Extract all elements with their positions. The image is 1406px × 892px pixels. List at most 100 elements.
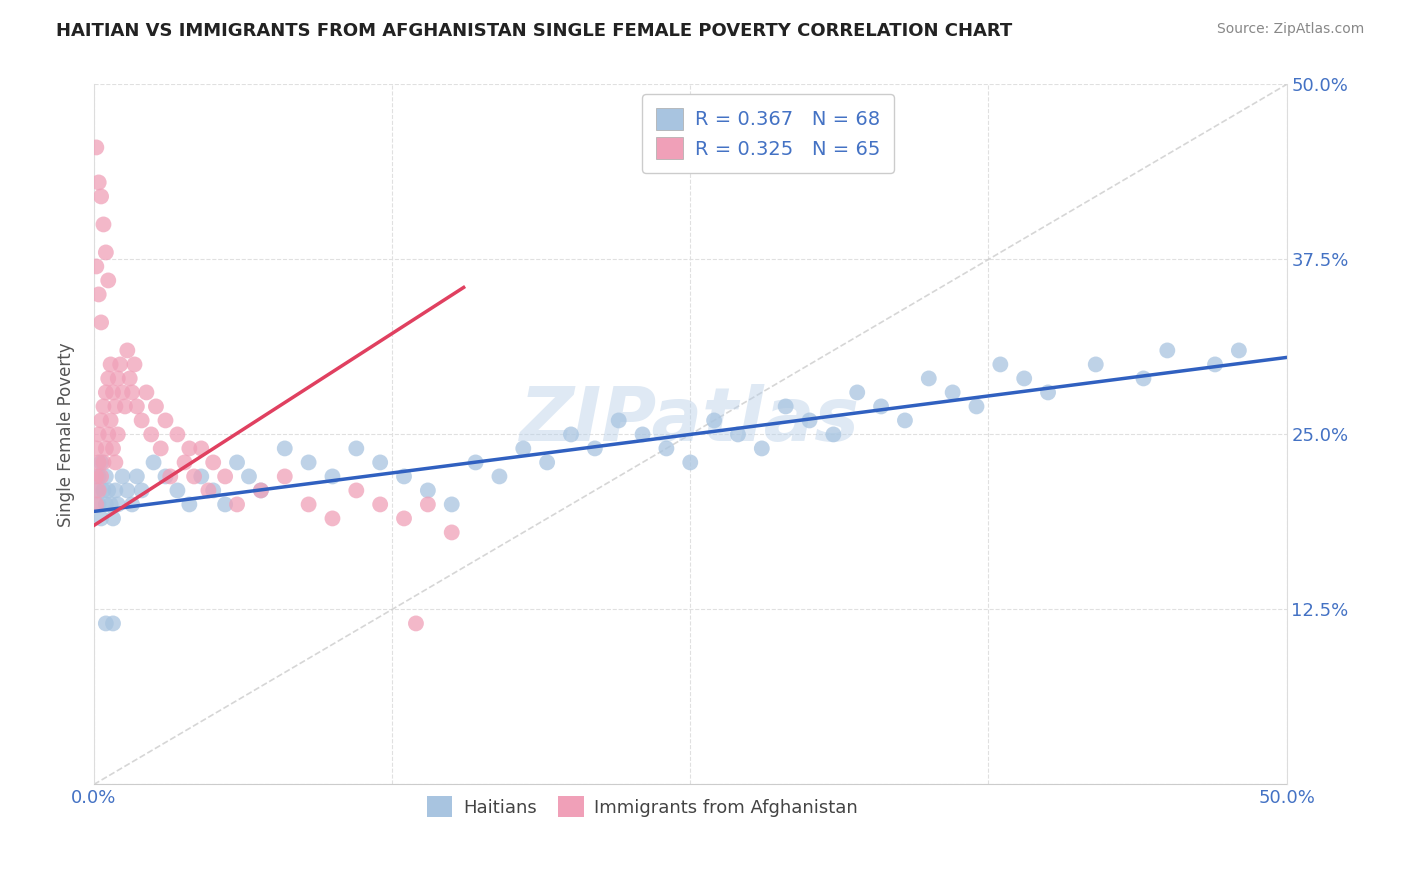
Point <box>416 483 439 498</box>
Point <box>141 427 163 442</box>
Point <box>94 469 117 483</box>
Point <box>159 469 181 483</box>
Point <box>100 413 122 427</box>
Text: Source: ZipAtlas.com: Source: ZipAtlas.com <box>1216 22 1364 37</box>
Point <box>405 616 427 631</box>
Point <box>131 483 153 498</box>
Point <box>90 511 112 525</box>
Point <box>560 427 582 442</box>
Point <box>190 442 212 456</box>
Point <box>238 469 260 483</box>
Point <box>86 140 108 154</box>
Point <box>90 189 112 203</box>
Point <box>1012 371 1035 385</box>
Point <box>488 469 510 483</box>
Point <box>90 315 112 329</box>
Point <box>179 498 201 512</box>
Point <box>87 427 110 442</box>
Point <box>226 455 249 469</box>
Point <box>202 483 225 498</box>
Point <box>440 525 463 540</box>
Point <box>117 343 139 358</box>
Point <box>94 245 117 260</box>
Point <box>942 385 965 400</box>
Point <box>149 442 172 456</box>
Point <box>344 442 367 456</box>
Point <box>124 358 146 372</box>
Point <box>368 455 391 469</box>
Point <box>86 442 108 456</box>
Point <box>321 469 343 483</box>
Point <box>392 511 415 525</box>
Point <box>135 385 157 400</box>
Legend: Haitians, Immigrants from Afghanistan: Haitians, Immigrants from Afghanistan <box>419 789 866 824</box>
Point <box>202 455 225 469</box>
Point <box>183 469 205 483</box>
Point <box>173 455 195 469</box>
Point <box>86 483 108 498</box>
Point <box>87 469 110 483</box>
Point <box>121 498 143 512</box>
Point <box>440 498 463 512</box>
Point <box>583 442 606 456</box>
Text: ZIPatlas: ZIPatlas <box>520 384 860 457</box>
Point <box>104 483 127 498</box>
Point <box>416 498 439 512</box>
Point <box>631 427 654 442</box>
Point <box>107 427 129 442</box>
Point <box>988 358 1011 372</box>
Point <box>94 616 117 631</box>
Point <box>94 498 117 512</box>
Point <box>86 260 108 274</box>
Point <box>966 400 988 414</box>
Point <box>870 400 893 414</box>
Point <box>727 427 749 442</box>
Point <box>93 400 115 414</box>
Point <box>1132 371 1154 385</box>
Point <box>111 385 134 400</box>
Point <box>274 442 297 456</box>
Point <box>114 400 136 414</box>
Point <box>94 442 117 456</box>
Point <box>918 371 941 385</box>
Point <box>166 483 188 498</box>
Point <box>1204 358 1226 372</box>
Point <box>214 469 236 483</box>
Point <box>155 469 177 483</box>
Point <box>97 371 120 385</box>
Point <box>250 483 273 498</box>
Point <box>131 413 153 427</box>
Point <box>100 498 122 512</box>
Point <box>703 413 725 427</box>
Point <box>107 371 129 385</box>
Point <box>846 385 869 400</box>
Point <box>536 455 558 469</box>
Point <box>344 483 367 498</box>
Point <box>87 287 110 301</box>
Point <box>368 498 391 512</box>
Text: HAITIAN VS IMMIGRANTS FROM AFGHANISTAN SINGLE FEMALE POVERTY CORRELATION CHART: HAITIAN VS IMMIGRANTS FROM AFGHANISTAN S… <box>56 22 1012 40</box>
Point <box>190 469 212 483</box>
Point <box>274 469 297 483</box>
Point <box>90 469 112 483</box>
Point <box>226 498 249 512</box>
Point <box>97 427 120 442</box>
Point <box>107 498 129 512</box>
Point <box>512 442 534 456</box>
Point <box>751 442 773 456</box>
Point <box>894 413 917 427</box>
Point <box>1227 343 1250 358</box>
Point <box>97 273 120 287</box>
Point <box>1036 385 1059 400</box>
Point <box>118 371 141 385</box>
Point <box>101 511 124 525</box>
Point <box>142 455 165 469</box>
Point <box>93 455 115 469</box>
Point <box>104 400 127 414</box>
Point <box>104 455 127 469</box>
Point <box>214 498 236 512</box>
Point <box>101 385 124 400</box>
Point <box>464 455 486 469</box>
Point <box>799 413 821 427</box>
Point <box>607 413 630 427</box>
